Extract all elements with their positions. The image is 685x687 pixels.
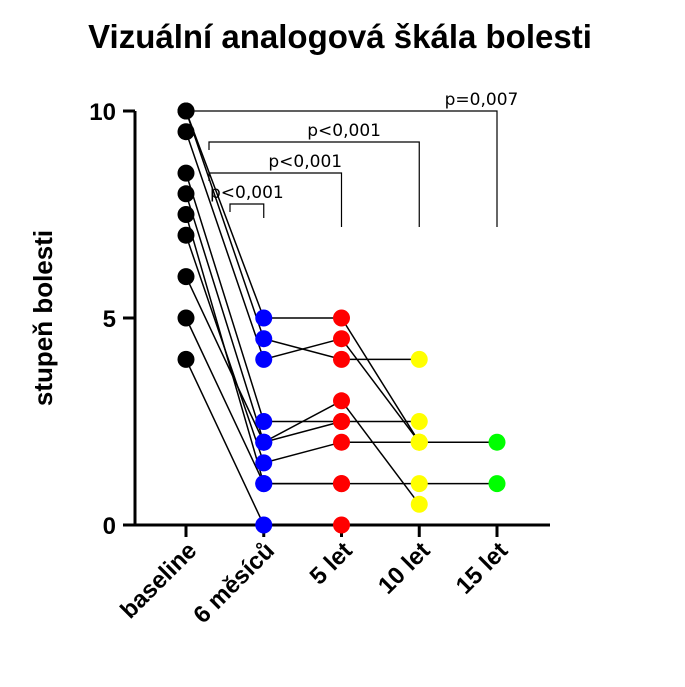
- point: [488, 433, 506, 451]
- x-tick-label: 5 let: [305, 537, 358, 590]
- point: [333, 350, 350, 368]
- point: [333, 433, 350, 451]
- point: [177, 206, 195, 223]
- significance-bracket: [229, 203, 265, 218]
- point: [410, 475, 428, 493]
- point: [255, 413, 273, 430]
- point: [177, 268, 195, 286]
- p-value: p<0,001: [268, 152, 342, 172]
- point: [410, 350, 428, 368]
- point: [333, 475, 350, 493]
- point: [177, 309, 195, 327]
- point: [333, 516, 350, 534]
- point: [255, 454, 273, 472]
- point: [255, 330, 273, 348]
- point: [177, 164, 195, 182]
- subject-line: [185, 234, 420, 464]
- point: [177, 350, 195, 368]
- p-value: p<0,001: [307, 121, 381, 141]
- point: [488, 475, 506, 493]
- point: [255, 516, 273, 534]
- point: [255, 433, 273, 451]
- chart-title: Vizuální analogová škála bolesti: [88, 18, 592, 55]
- y-tick-label: 10: [89, 99, 116, 126]
- significance-bracket: [208, 141, 420, 227]
- point: [333, 309, 350, 327]
- point: [333, 330, 350, 348]
- y-tick-label: 5: [103, 306, 116, 333]
- p-value: p=0,007: [445, 90, 519, 110]
- p-value: p<0,001: [210, 183, 284, 203]
- point: [177, 185, 195, 203]
- y-tick-label: 0: [103, 513, 116, 540]
- point: [410, 433, 428, 451]
- subject-line: [185, 131, 420, 443]
- point: [177, 226, 195, 244]
- point: [410, 495, 428, 513]
- subject-line: [185, 193, 420, 505]
- subject-line: [185, 172, 420, 423]
- y-axis-title: stupeň bolesti: [28, 230, 58, 406]
- point: [255, 309, 273, 327]
- x-tick-label: 10 let: [373, 537, 435, 599]
- point: [177, 102, 195, 120]
- point: [410, 413, 428, 430]
- x-tick-label: 6 měsíců: [188, 537, 280, 629]
- point: [333, 392, 350, 410]
- point: [255, 475, 273, 493]
- point: [333, 413, 350, 430]
- x-tick-label: 15 let: [451, 537, 513, 599]
- point: [177, 123, 195, 141]
- point: [255, 350, 273, 368]
